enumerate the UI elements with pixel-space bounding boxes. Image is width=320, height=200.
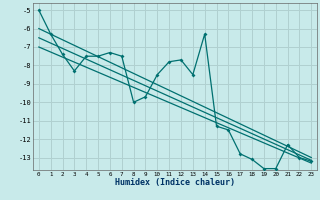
X-axis label: Humidex (Indice chaleur): Humidex (Indice chaleur) (115, 178, 235, 187)
